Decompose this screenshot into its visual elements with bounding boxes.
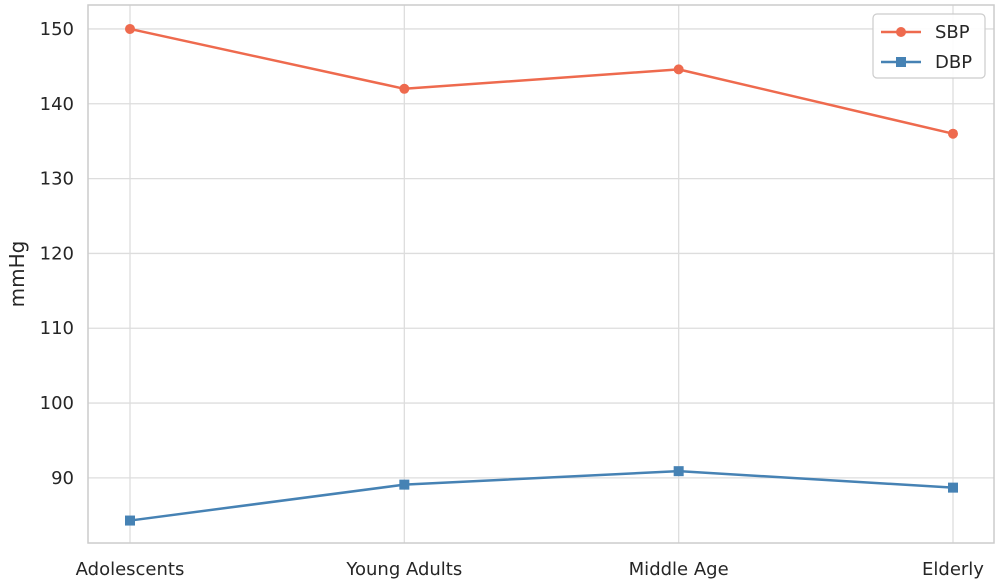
y-axis-label: mmHg [5,241,29,308]
legend: SBP DBP [872,13,986,79]
point-sbp-adolescents [125,23,135,34]
point-sbp-elderly [948,128,958,139]
plot-frame [87,4,995,544]
y-tick-label-120: 120 [40,243,74,264]
series-line-sbp [129,27,954,135]
legend-entry-sbp: SBP [881,22,970,43]
plot-background [88,5,994,543]
y-tick-label-150: 150 [40,19,74,40]
point-sbp-middle-age [673,64,684,75]
y-tick-label-130: 130 [40,169,74,190]
series-line-dbp [129,469,954,522]
x-tick-label-middle-age: Middle Age [629,559,729,580]
x-tick-label-adolescents: Adolescents [76,559,185,580]
point-dbp-middle-age [673,466,684,477]
series-dbp [125,466,958,526]
point-dbp-adolescents [125,515,135,526]
legend-label-dbp: DBP [935,52,972,73]
point-dbp-young-adults [399,479,410,490]
y-tick-label-100: 100 [40,393,74,414]
y-tick-label-140: 140 [40,94,74,115]
legend-marker-dbp [896,57,906,67]
x-tick-labels: Adolescents Young Adults Middle Age Elderly [76,559,985,580]
point-sbp-young-adults [399,83,410,94]
legend-entry-dbp: DBP [881,52,972,73]
x-tick-label-elderly: Elderly [922,559,984,580]
legend-label-sbp: SBP [935,22,970,43]
series-sbp [125,23,958,139]
x-tick-label-young-adults: Young Adults [345,559,462,580]
grid-lines [88,5,994,543]
series-group [125,23,958,526]
point-dbp-elderly [948,482,958,493]
legend-marker-sbp [896,27,906,37]
y-tick-label-90: 90 [51,468,74,489]
y-tick-label-110: 110 [40,318,74,339]
y-tick-labels: 90 100 110 120 130 140 150 [40,19,74,489]
